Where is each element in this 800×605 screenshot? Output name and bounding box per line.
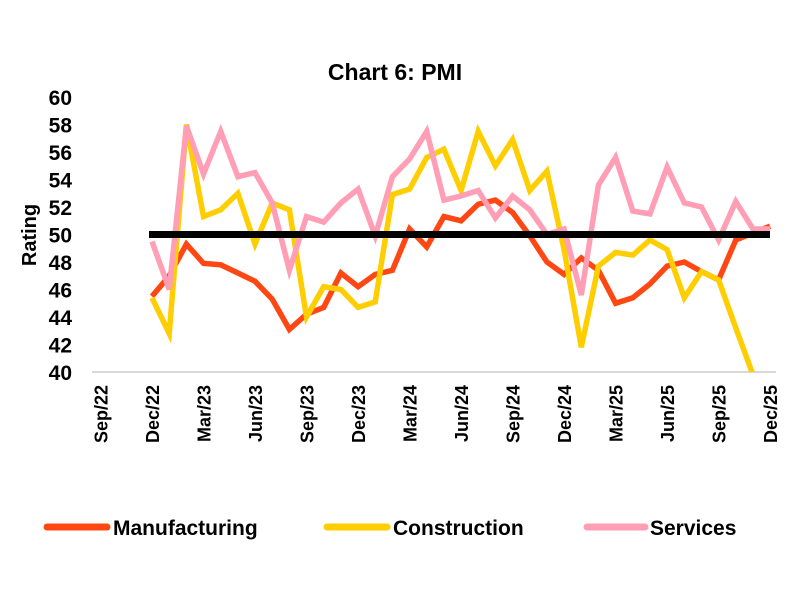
series-services: [149, 123, 771, 296]
x-tick-label: Dec/22: [143, 385, 163, 443]
y-axis-label: Rating: [19, 204, 41, 266]
x-tick-label: Mar/23: [195, 385, 215, 442]
series-line-manufacturing: [149, 197, 772, 334]
series-construction: [149, 123, 755, 372]
legend: Manufacturing Construction Services: [43, 517, 736, 540]
x-tick-label: Sep/24: [504, 385, 524, 443]
legend-item-manufacturing: Manufacturing: [43, 517, 258, 540]
x-tick-label: Sep/23: [298, 385, 318, 443]
y-tick-label: 52: [49, 197, 72, 220]
y-tick-label: 42: [49, 335, 72, 358]
x-tick-label: Sep/22: [92, 385, 112, 443]
x-tick-label: Mar/24: [401, 385, 421, 442]
x-tick-label: Jun/24: [452, 385, 472, 442]
y-tick-label: 60: [49, 87, 72, 110]
x-tick-label: Dec/23: [349, 385, 369, 443]
legend-label-construction: Construction: [393, 517, 524, 540]
series-manufacturing: [149, 197, 772, 334]
y-tick-label: 40: [49, 362, 72, 385]
legend-item-services: Services: [583, 517, 736, 540]
x-tick-label: Jun/23: [246, 385, 266, 442]
y-tick-label: 56: [49, 142, 72, 165]
x-tick-label: Dec/25: [761, 385, 781, 443]
y-tick-label: 54: [49, 170, 73, 193]
legend-item-construction: Construction: [323, 517, 524, 540]
legend-label-manufacturing: Manufacturing: [113, 517, 258, 540]
y-tick-label: 44: [49, 307, 73, 330]
chart-title: Chart 6: PMI: [328, 59, 462, 85]
y-tick-label: 46: [49, 280, 72, 303]
y-tick-labels: 40 42 44 46 48 50 52 54 56 58 60: [49, 87, 73, 385]
series-line-services: [149, 123, 771, 296]
y-tick-label: 48: [49, 252, 73, 275]
x-tick-labels: Sep/22 Dec/22 Mar/23 Jun/23 Sep/23 Dec/23 Mar/…: [92, 385, 782, 443]
x-tick-label: Dec/24: [555, 385, 575, 443]
y-tick-label: 50: [49, 225, 72, 248]
x-tick-label: Jun/25: [658, 385, 678, 442]
x-tick-label: Mar/25: [607, 385, 627, 442]
legend-label-services: Services: [650, 517, 736, 540]
y-tick-label: 58: [49, 115, 73, 138]
series-line-construction: [149, 123, 755, 372]
x-tick-label: Sep/25: [710, 385, 730, 443]
